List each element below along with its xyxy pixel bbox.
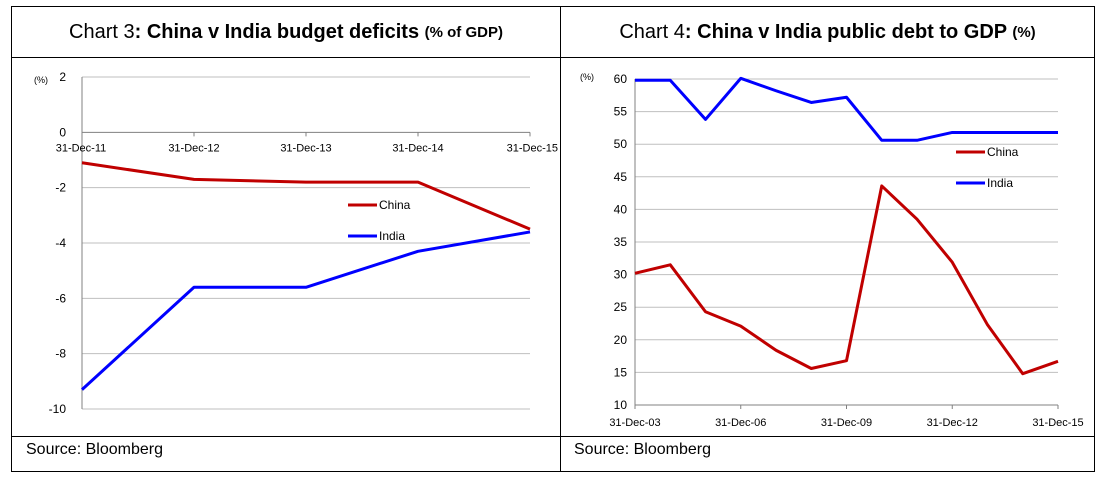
chart4-title-unit: (%): [1012, 23, 1036, 41]
source-divider: [12, 436, 1094, 437]
chart4-ytick-label: 55: [614, 105, 628, 119]
chart3-series-china: [81, 161, 531, 231]
chart3-ytick-label: -10: [49, 402, 67, 416]
chart4-unit-label: (%): [580, 72, 594, 82]
chart4-xtick-label: 31-Dec-12: [927, 417, 978, 429]
chart3-source: Source: Bloomberg: [26, 441, 163, 458]
chart4-legend-label-china: China: [987, 145, 1019, 159]
chart4-xtick-label: 31-Dec-03: [609, 417, 660, 429]
chart4-ytick-label: 50: [614, 137, 628, 151]
chart3-xtick-label: 31-Dec-13: [280, 142, 331, 154]
chart3-series-india: [80, 230, 531, 391]
chart4-xtick-label: 31-Dec-06: [715, 417, 766, 429]
chart4-ytick-label: 10: [614, 398, 628, 412]
chart3-xtick-label: 31-Dec-12: [168, 142, 219, 154]
chart3-title: Chart 3 : China v India budget deficits …: [12, 7, 560, 57]
chart4-ytick-label: 20: [614, 333, 628, 347]
chart4-legend-label-india: India: [987, 176, 1013, 190]
chart3-unit-label: (%): [34, 75, 48, 85]
chart3-ytick-label: 2: [59, 70, 66, 84]
chart4-ytick-label: 30: [614, 268, 628, 282]
chart4-xtick-label: 31-Dec-15: [1032, 417, 1083, 429]
chart4-ytick-label: 45: [614, 170, 628, 184]
chart4-xtick-label: 31-Dec-09: [821, 417, 872, 429]
chart3-ytick-label: -8: [55, 347, 66, 361]
chart3-plot: 2 0 -2 -4 -6 -8 -10 (%) 31-Dec-11 31-Dec-12 31-Dec…: [34, 70, 558, 416]
chart4-source: Source: Bloomberg: [574, 441, 711, 458]
chart3-xtick-label: 31-Dec-14: [392, 142, 443, 154]
chart4-ytick-label: 35: [614, 235, 628, 249]
chart3-ytick-label: 0: [59, 125, 66, 139]
chart4-series-china: [634, 184, 1059, 376]
chart3-ytick-label: -2: [55, 181, 66, 195]
chart3-ytick-label: -4: [55, 236, 66, 250]
chart3-title-main: : China v India budget deficits: [134, 20, 425, 43]
chart4-ytick-label: 60: [614, 72, 628, 86]
chart4-title-main: : China v India public debt to GDP: [684, 20, 1013, 43]
chart3-title-unit: (% of GDP): [424, 23, 503, 41]
chart3-legend-label-china: China: [379, 198, 411, 212]
chart4-ytick-label: 15: [614, 365, 628, 379]
chart4-title-prefix: Chart 4: [619, 20, 685, 43]
column-divider: [560, 7, 561, 471]
chart4-series-india: [635, 76, 1058, 142]
chart4-ytick-label: 40: [614, 202, 628, 216]
title-divider: [12, 57, 1094, 58]
chart3-xtick-label: 31-Dec-15: [507, 142, 558, 154]
chart3-title-prefix: Chart 3: [69, 20, 135, 43]
chart4-ytick-label: 25: [614, 300, 628, 314]
chart3-xtick-label: 31-Dec-11: [56, 142, 107, 154]
chart3-legend-label-india: India: [379, 229, 405, 243]
chart4-title: Chart 4 : China v India public debt to G…: [561, 7, 1094, 57]
charts-table: Chart 3 : China v India budget deficits …: [11, 6, 1095, 472]
chart3-ytick-label: -6: [55, 291, 66, 305]
chart4-plot: 60 55 50 45 40 35 30 25 20 15 10 (%) 31-Dec-03 31-Dec…: [580, 72, 1084, 429]
